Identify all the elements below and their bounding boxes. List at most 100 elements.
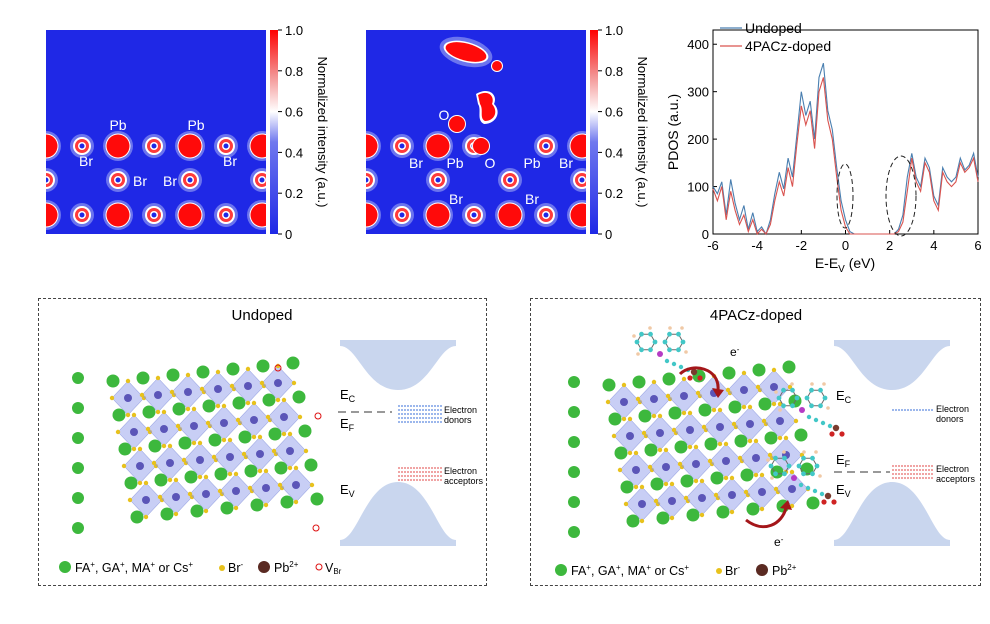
ef-label-doped: EF bbox=[836, 452, 851, 469]
pb-atom bbox=[650, 395, 658, 403]
pb-atom bbox=[130, 428, 138, 436]
a-site-cation bbox=[72, 402, 84, 414]
pb-atom bbox=[190, 422, 198, 430]
charge-density-map-doped: O O Br Pb Pb Br Br Br 1.0 0.8 0.6 0.4 0.2 0 Normaliz… bbox=[320, 0, 660, 250]
a-site-cation bbox=[256, 359, 270, 373]
pdos-ticks: -6 -4 -2 0 2 4 6 0 100 200 300 400 bbox=[687, 37, 981, 253]
pb-atom bbox=[716, 423, 724, 431]
br-atom bbox=[185, 406, 191, 412]
cation-legend-text: FA+, GA+, MA+ or Cs+ bbox=[75, 560, 193, 575]
br-atom bbox=[215, 369, 221, 375]
pb-atom bbox=[770, 383, 778, 391]
pb-atom bbox=[292, 481, 300, 489]
hydrogen-atom bbox=[826, 406, 830, 410]
carbon-atom bbox=[652, 339, 658, 345]
br-atom bbox=[723, 475, 729, 481]
pb-atom bbox=[776, 417, 784, 425]
electron-label-top: e- bbox=[730, 345, 740, 359]
br-legend-text-doped: Br- bbox=[725, 563, 741, 578]
pdos-ylabel: PDOS (a.u.) bbox=[665, 94, 681, 170]
pb-atom bbox=[620, 398, 628, 406]
br-atom bbox=[277, 482, 283, 488]
br-atom bbox=[121, 463, 127, 469]
map-a-labels: Pb Pb Br Br Br Br bbox=[79, 117, 237, 189]
br-atom bbox=[191, 440, 197, 446]
br-atom bbox=[729, 475, 735, 481]
a-site-cation bbox=[292, 390, 306, 404]
pdos-chart: -6 -4 -2 0 2 4 6 0 100 200 300 400 Undoped 4PACz-do… bbox=[650, 0, 990, 280]
pb-atom bbox=[686, 426, 694, 434]
pdos-series-doped bbox=[712, 77, 979, 236]
chain-carbon bbox=[805, 485, 811, 491]
br-atom bbox=[197, 440, 203, 446]
a-site-cation bbox=[106, 374, 120, 388]
a-site-cation bbox=[626, 514, 640, 528]
map-b-label-br: Br bbox=[525, 191, 539, 207]
a-site-cation bbox=[72, 522, 84, 534]
y-tick-label: 300 bbox=[687, 85, 709, 100]
br-atom bbox=[151, 460, 157, 466]
ring-atom-core bbox=[543, 212, 549, 218]
chain-carbon bbox=[664, 358, 670, 364]
hydrogen-atom bbox=[790, 382, 794, 386]
carbon-atom bbox=[801, 455, 806, 461]
pb-atom bbox=[256, 450, 264, 458]
br-atom bbox=[309, 482, 315, 488]
gap-highlight-right bbox=[885, 155, 917, 237]
carbon-atom bbox=[801, 471, 806, 477]
br-vacancy bbox=[274, 364, 282, 372]
hydrogen-atom bbox=[814, 450, 818, 454]
vacancy-legend-icon bbox=[315, 563, 323, 571]
carbon-atom bbox=[804, 395, 810, 401]
a-site-cation bbox=[136, 371, 150, 385]
x-tick-label: 2 bbox=[886, 238, 893, 253]
br-atom bbox=[241, 451, 247, 457]
chain-carbon bbox=[827, 423, 833, 429]
br-atom bbox=[229, 383, 235, 389]
map-undoped-svg: Pb Pb Br Br Br Br 1.0 0.8 0.6 0.4 0.2 0 Normalized… bbox=[46, 23, 330, 242]
a-site-cation bbox=[704, 437, 718, 451]
br-atom bbox=[717, 407, 723, 413]
pdos-series-undoped bbox=[712, 63, 979, 236]
gap-highlight-left bbox=[836, 163, 854, 229]
colorbar-a-tick-label: 0 bbox=[285, 227, 292, 242]
colorbar-a-tick-label: 0.8 bbox=[285, 64, 303, 79]
br-atom bbox=[259, 380, 265, 386]
acceptors-label-doped-1: Electron bbox=[936, 464, 969, 474]
pb-atom bbox=[232, 487, 240, 495]
a-site-cation bbox=[190, 504, 204, 518]
carbon-atom bbox=[680, 339, 686, 345]
map-a-label-br: Br bbox=[223, 153, 237, 169]
br-atom bbox=[707, 458, 713, 464]
conduction-band bbox=[340, 340, 456, 390]
br-atom bbox=[161, 409, 167, 415]
pb-atom bbox=[722, 457, 730, 465]
colorbar-b-tick-label: 1.0 bbox=[605, 23, 623, 38]
hydrogen-atom bbox=[668, 326, 672, 330]
br-atom bbox=[725, 387, 731, 393]
carbon-atom bbox=[790, 403, 795, 409]
br-atom bbox=[227, 437, 233, 443]
colorbar-b-tick-label: 0 bbox=[605, 227, 612, 242]
br-atom bbox=[681, 376, 687, 382]
donors-label-doped-2: donors bbox=[936, 414, 964, 424]
map-b-labels: O O Br Pb Pb Br Br Br bbox=[409, 107, 573, 207]
pb-atom bbox=[728, 491, 736, 499]
br-atom bbox=[221, 403, 227, 409]
br-atom bbox=[695, 390, 701, 396]
map-b-label-br: Br bbox=[409, 155, 423, 171]
br-atom bbox=[711, 407, 717, 413]
br-atom bbox=[653, 498, 659, 504]
br-atom bbox=[621, 382, 627, 388]
pdos-lines bbox=[712, 63, 979, 236]
a-site-cation bbox=[118, 442, 132, 456]
oxygen-atom bbox=[697, 375, 703, 381]
ring-atom-core bbox=[399, 143, 405, 149]
nitrogen-atom bbox=[657, 351, 663, 357]
a-site-cation bbox=[202, 399, 216, 413]
br-atom bbox=[755, 384, 761, 390]
a-site-cation bbox=[262, 393, 276, 407]
pb-atom bbox=[746, 420, 754, 428]
chain-carbon bbox=[820, 420, 826, 426]
pb-atom bbox=[692, 460, 700, 468]
